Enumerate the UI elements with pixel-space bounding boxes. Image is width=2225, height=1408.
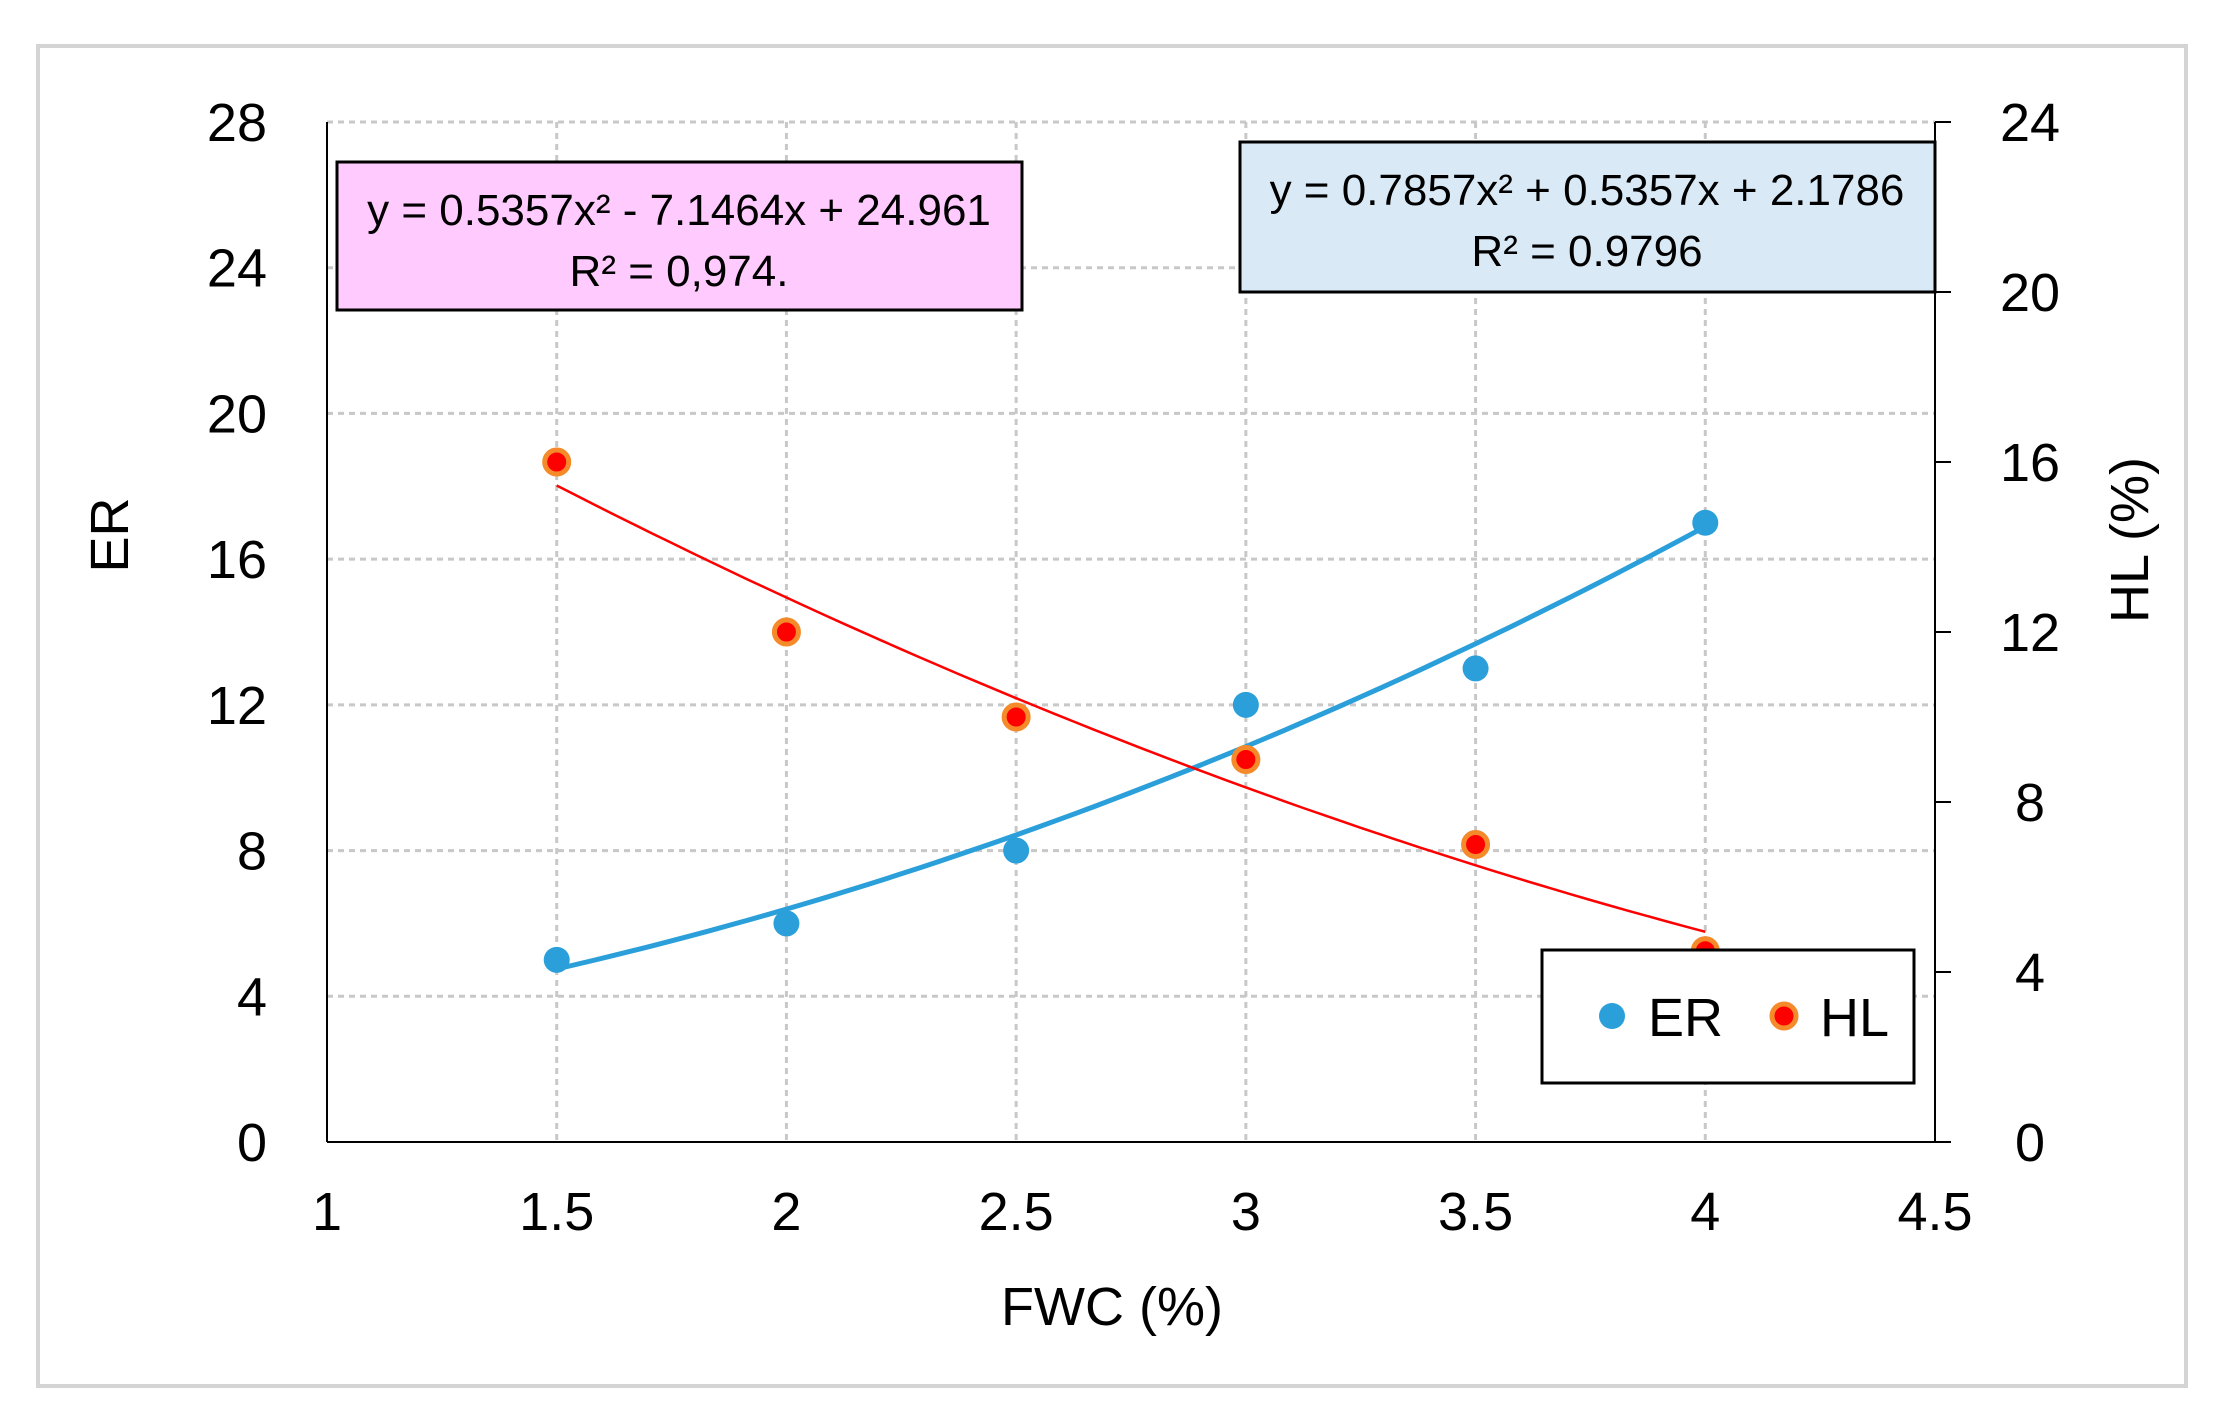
er-point: [1462, 655, 1489, 682]
y-tick-label: 4: [237, 967, 267, 1027]
hl-point: [1231, 745, 1261, 774]
tick-labels: 1 1.5 2 2.5 3 3.5 4 4.5 0 4 8 12 16 20 24 28 0 4 8 12 16 20 24: [207, 93, 2060, 1242]
hl-point: [542, 447, 572, 477]
x-axis-title: FWC (%): [1001, 1277, 1223, 1337]
er-r2-text: R² = 0.9796: [1471, 227, 1702, 276]
y2-tick-label: 0: [2015, 1113, 2045, 1173]
er-point: [773, 910, 800, 937]
trendlines: [556, 484, 1707, 972]
y2-tick-label: 20: [2000, 263, 2060, 323]
y-tick-label: 24: [207, 239, 267, 299]
hl-trendline: [556, 484, 1706, 934]
hl-r2-text: R² = 0,974.: [570, 247, 789, 296]
y-tick-label: 28: [207, 93, 267, 153]
er-point: [1692, 509, 1719, 536]
legend: ER HL: [1540, 948, 1916, 1085]
y2-tick-label: 4: [2015, 943, 2045, 1003]
y2-tick-label: 24: [2000, 93, 2060, 153]
er-point: [1003, 837, 1030, 864]
hl-point: [771, 617, 801, 647]
data-points: [542, 447, 1720, 973]
x-tick-label: 2.5: [979, 1182, 1054, 1242]
y-axis-title: ER: [80, 497, 140, 572]
er-point: [1232, 691, 1259, 718]
y2-tick-label: 12: [2000, 603, 2060, 663]
x-tick-label: 4.5: [1897, 1182, 1972, 1242]
y2-axis-title: HL (%): [2100, 457, 2160, 623]
er-equation-box: y = 0.7857x² + 0.5357x + 2.1786 R² = 0.9…: [1238, 140, 1937, 294]
legend-er-marker: [1599, 1003, 1625, 1029]
x-tick-label: 2: [771, 1182, 801, 1242]
er-equation-text: y = 0.7857x² + 0.5357x + 2.1786: [1270, 166, 1905, 215]
er-trendline: [556, 524, 1707, 972]
y-tick-label: 16: [207, 530, 267, 590]
hl-point: [1001, 702, 1031, 732]
hl-point: [1461, 830, 1491, 859]
er-equation-background: [1238, 140, 1937, 294]
legend-hl-marker: [1769, 1001, 1799, 1031]
x-tick-label: 1: [312, 1182, 342, 1242]
y-tick-label: 12: [207, 676, 267, 736]
y2-tick-label: 16: [2000, 433, 2060, 493]
er-point: [543, 946, 570, 973]
hl-equation-text: y = 0.5357x² - 7.1464x + 24.961: [367, 186, 991, 235]
y-tick-label: 20: [207, 384, 267, 444]
x-tick-label: 3.5: [1438, 1182, 1513, 1242]
y2-tick-label: 8: [2015, 773, 2045, 833]
x-tick-label: 3: [1231, 1182, 1261, 1242]
x-tick-label: 4: [1690, 1182, 1720, 1242]
hl-equation-box: y = 0.5357x² - 7.1464x + 24.961 R² = 0,9…: [335, 160, 1024, 312]
y-tick-label: 8: [237, 822, 267, 882]
x-tick-label: 1.5: [519, 1182, 594, 1242]
legend-er-label: ER: [1648, 988, 1723, 1048]
legend-hl-label: HL: [1820, 988, 1889, 1048]
y-tick-label: 0: [237, 1113, 267, 1173]
hl-equation-background: [335, 160, 1024, 312]
